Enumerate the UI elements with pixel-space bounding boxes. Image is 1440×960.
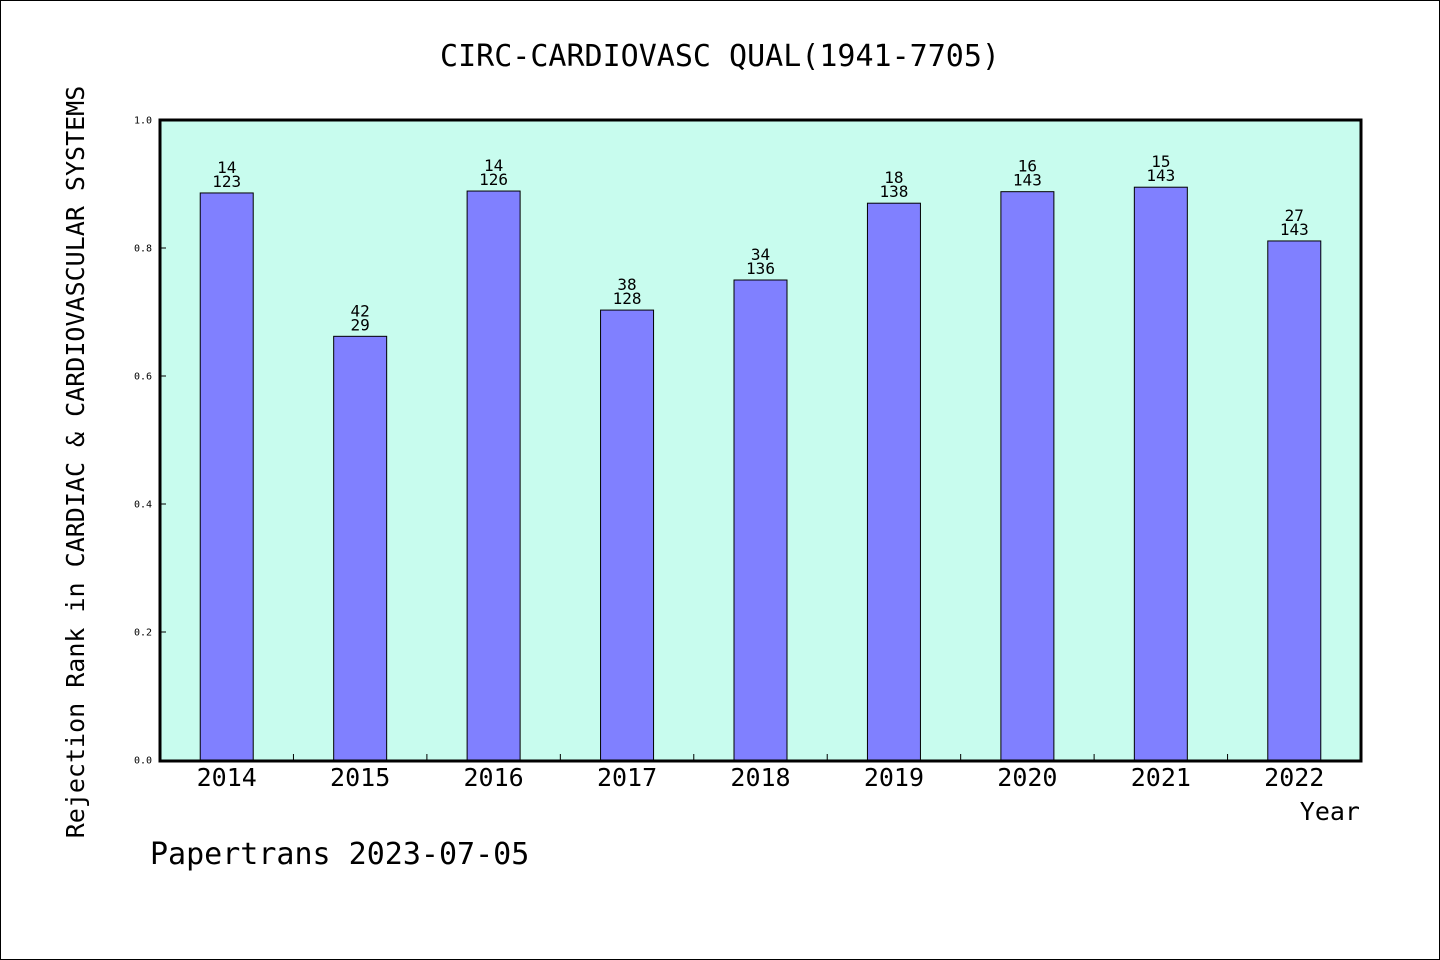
bar-2020 [1000,191,1055,761]
x-tick-labels: 2014 2015 2016 2017 2018 2019 2020 2021 2022 [197,763,1325,792]
x-tick-label: 2016 [464,763,524,792]
bar-2022 [1267,240,1322,761]
bar-2016 [466,190,521,761]
bar-rank-label: 16 [1018,157,1037,176]
bar-2014 [199,192,254,761]
bar-total-label: 136 [746,259,775,278]
x-tick-label: 2019 [864,763,924,792]
bar-2018 [733,279,788,761]
x-tick-label: 2020 [997,763,1057,792]
y-tick-label: 0.0 [134,756,152,767]
bar-total-label: 143 [1280,220,1309,239]
chart-title: CIRC-CARDIOVASC QUAL(1941-7705) [440,39,1000,74]
y-tick-labels: 0.0 0.2 0.4 0.6 0.8 1.0 [134,116,152,767]
y-tick-label: 1.0 [134,116,152,127]
bar-rank-label: 27 [1285,206,1304,225]
x-tick-label: 2014 [197,763,257,792]
x-tick-label: 2017 [597,763,657,792]
bar-2017 [600,309,655,761]
bar-2021 [1133,186,1188,761]
bar-total-label: 138 [879,182,908,201]
footer-text: Papertrans 2023-07-05 [150,837,529,872]
y-tick-label: 0.4 [134,500,152,511]
bar-rank-label: 14 [217,158,236,177]
bar-total-label: 143 [1146,166,1175,185]
x-tick-label: 2015 [330,763,390,792]
y-axis-label: Rejection Rank in CARDIAC & CARDIOVASCUL… [61,86,90,839]
bar-total-label: 126 [479,170,508,189]
bar-total-label: 143 [1013,171,1042,190]
bar-2015 [333,335,388,761]
x-tick-label: 2018 [730,763,790,792]
bar-rank-label: 34 [751,245,770,264]
bar-rank-label: 18 [884,168,903,187]
plot-border [158,118,1363,763]
bars [199,186,1322,761]
bar-total-label: 29 [351,315,370,334]
bar-rank-label: 38 [617,275,636,294]
y-tick-label: 0.2 [134,628,152,639]
bar-rank-label: 14 [484,156,503,175]
bar-total-label: 128 [613,289,642,308]
data-labels: 1412342291412638128341361813816143151432… [212,152,1308,334]
x-tick-label: 2022 [1264,763,1324,792]
x-axis-label: Year [1300,797,1360,826]
x-tick-label: 2021 [1131,763,1191,792]
bar-rank-label: 42 [351,301,370,320]
bar-total-label: 123 [212,172,241,191]
y-tick-label: 0.8 [134,244,152,255]
bar-rank-label: 15 [1151,152,1170,171]
y-tick-label: 0.6 [134,372,152,383]
bar-2019 [866,202,921,761]
